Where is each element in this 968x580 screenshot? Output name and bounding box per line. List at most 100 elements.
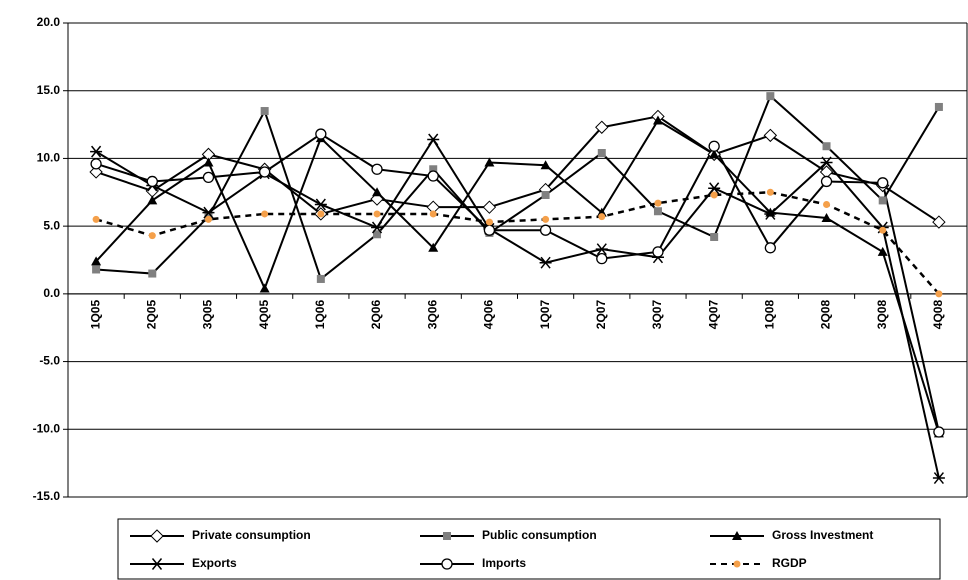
marker — [877, 246, 888, 256]
x-tick-label: 1Q06 — [313, 300, 327, 330]
marker — [541, 190, 550, 199]
marker — [878, 196, 887, 205]
marker — [932, 472, 945, 485]
marker — [372, 187, 383, 197]
y-tick-label: -5.0 — [39, 354, 60, 368]
marker — [598, 213, 606, 221]
marker — [90, 158, 102, 170]
marker — [92, 215, 100, 223]
marker — [820, 175, 833, 188]
marker — [595, 120, 609, 134]
series-line — [96, 94, 940, 281]
marker — [822, 142, 831, 151]
x-tick-label: 2Q08 — [819, 300, 833, 330]
marker — [204, 215, 212, 223]
series-line — [95, 119, 940, 434]
marker — [539, 224, 552, 236]
marker — [91, 256, 102, 266]
series-line — [95, 191, 940, 295]
marker — [261, 210, 269, 218]
marker — [539, 256, 552, 269]
marker — [148, 269, 157, 278]
marker — [259, 283, 270, 293]
marker — [443, 532, 451, 540]
marker — [483, 224, 496, 236]
marker — [933, 426, 945, 438]
marker — [932, 215, 946, 229]
marker — [708, 182, 721, 195]
x-tick-label: 2Q07 — [594, 300, 608, 330]
marker — [373, 230, 382, 239]
marker — [148, 232, 156, 240]
y-tick-label: 15.0 — [37, 83, 61, 97]
marker — [259, 166, 271, 178]
marker — [708, 140, 720, 152]
x-tick-label: 3Q06 — [425, 300, 439, 330]
marker — [427, 170, 439, 182]
marker — [427, 133, 440, 146]
marker — [371, 163, 383, 175]
marker — [429, 165, 438, 174]
marker — [428, 242, 439, 252]
series-line — [95, 115, 940, 223]
marker — [89, 165, 103, 179]
marker — [596, 252, 608, 265]
x-tick-label: 3Q07 — [650, 300, 664, 330]
marker — [315, 128, 327, 140]
marker — [821, 213, 832, 223]
legend-label: Public consumption — [482, 528, 597, 542]
x-tick-label: 2Q06 — [369, 300, 383, 330]
marker — [542, 215, 550, 223]
marker — [429, 210, 437, 218]
marker — [934, 102, 943, 111]
marker — [260, 107, 269, 116]
marker — [203, 157, 214, 167]
legend-label: Gross Investment — [772, 528, 873, 542]
x-tick-label: 3Q08 — [875, 300, 889, 330]
marker — [314, 198, 327, 211]
marker — [202, 206, 215, 219]
marker — [652, 115, 663, 125]
y-tick-label: 0.0 — [43, 286, 60, 300]
marker — [317, 210, 325, 218]
x-tick-label: 1Q08 — [763, 300, 777, 330]
marker — [709, 149, 720, 159]
marker — [763, 128, 778, 143]
marker — [316, 274, 325, 283]
marker — [766, 188, 774, 196]
legend-label: Private consumption — [192, 528, 311, 542]
marker — [373, 210, 381, 218]
y-tick-label: 20.0 — [37, 15, 61, 29]
y-tick-label: 10.0 — [37, 151, 61, 165]
x-tick-label: 4Q05 — [257, 300, 271, 330]
marker — [879, 226, 887, 234]
marker — [877, 177, 889, 189]
marker — [766, 92, 775, 101]
marker — [482, 200, 497, 214]
marker — [595, 243, 608, 256]
marker — [820, 156, 833, 169]
x-tick-label: 3Q05 — [201, 300, 215, 330]
marker — [654, 199, 662, 207]
marker — [764, 242, 776, 254]
marker — [146, 175, 158, 188]
marker — [147, 195, 158, 205]
series-line — [95, 132, 940, 433]
marker — [92, 265, 101, 274]
x-tick-label: 1Q07 — [538, 300, 552, 330]
marker — [540, 160, 551, 170]
x-tick-label: 1Q05 — [88, 300, 102, 330]
marker — [710, 232, 719, 241]
legend-box — [117, 518, 941, 580]
y-tick-label: -15.0 — [33, 489, 61, 503]
marker — [150, 529, 164, 543]
marker — [733, 560, 741, 568]
marker — [151, 558, 163, 570]
legend-label: RGDP — [772, 556, 807, 570]
marker — [371, 221, 384, 234]
x-tick-label: 4Q07 — [706, 300, 720, 330]
y-tick-label: 5.0 — [43, 218, 60, 232]
marker — [597, 149, 606, 158]
legend-label: Imports — [482, 556, 526, 570]
marker — [823, 200, 831, 208]
